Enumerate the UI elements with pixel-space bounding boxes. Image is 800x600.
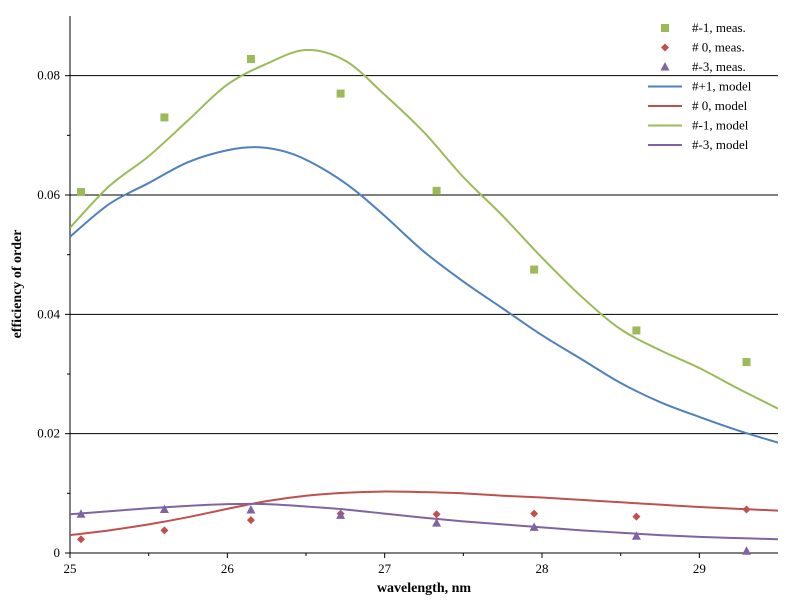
data-point-square	[742, 358, 751, 367]
data-point-square	[336, 89, 345, 98]
legend: #-1, meas. # 0, meas. #-3, meas. #+1, model…	[648, 20, 752, 152]
data-point-triangle	[246, 505, 256, 514]
data-point-diamond	[77, 535, 86, 544]
plot-area	[70, 49, 778, 555]
data-point-diamond	[632, 512, 641, 521]
legend-label: # 0, meas.	[692, 40, 745, 55]
data-point-triangle	[742, 546, 752, 555]
x-tick-label: 28	[536, 561, 549, 576]
data-point-triangle	[336, 510, 346, 519]
data-point-triangle	[631, 531, 641, 540]
data-point-triangle	[159, 504, 169, 513]
x-tick-label: 26	[221, 561, 235, 576]
series-line	[70, 490, 778, 537]
data-point-diamond	[742, 505, 751, 514]
legend-label: #-3, meas.	[692, 59, 746, 74]
data-point-diamond	[432, 510, 441, 519]
legend-label: #-1, meas.	[692, 20, 746, 35]
series-line	[70, 502, 778, 541]
data-point-square	[246, 54, 255, 63]
data-point-square	[530, 265, 539, 274]
legend-label: #-1, model	[692, 118, 749, 133]
data-point-square	[77, 188, 86, 197]
data-point-triangle	[432, 518, 442, 527]
y-tick-label: 0.02	[37, 426, 60, 441]
legend-label: # 0, model	[692, 98, 748, 113]
data-point-diamond	[530, 509, 539, 518]
y-tick-label: 0.06	[37, 187, 60, 202]
data-point-diamond	[246, 516, 255, 525]
legend-marker-triangle	[660, 62, 670, 71]
data-point-square	[632, 326, 641, 335]
y-axis-title: efficiency of order	[10, 230, 25, 339]
legend-label: #-3, model	[692, 137, 749, 152]
data-point-diamond	[160, 526, 169, 535]
x-axis-title: wavelength, nm	[377, 581, 471, 596]
y-tick-label: 0	[54, 545, 61, 560]
legend-label: #+1, model	[692, 79, 752, 94]
legend-marker-square	[661, 24, 669, 32]
x-tick-label: 29	[693, 561, 706, 576]
y-axis-ticks: 0 0.02 0.04 0.06 0.08	[37, 68, 70, 560]
x-axis-ticks: 25 26 27 28 29	[64, 553, 706, 576]
data-point-triangle	[76, 509, 86, 518]
data-point-square	[160, 113, 169, 122]
y-tick-label: 0.04	[37, 306, 60, 321]
y-tick-label: 0.08	[37, 68, 60, 83]
gridlines	[70, 75, 778, 435]
x-tick-label: 25	[64, 561, 77, 576]
data-point-triangle	[529, 522, 539, 531]
series-line	[70, 146, 778, 444]
data-point-square	[432, 186, 441, 195]
series-line	[70, 49, 778, 410]
legend-marker-diamond	[661, 43, 669, 52]
axes	[69, 16, 778, 554]
x-tick-label: 27	[378, 561, 392, 576]
